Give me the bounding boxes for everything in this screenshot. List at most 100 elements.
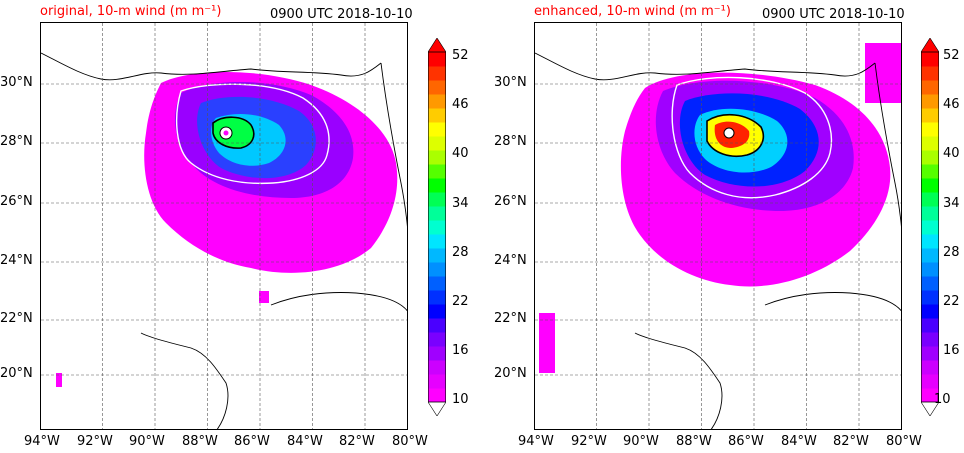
colorbar-segment: [428, 234, 446, 249]
lat-label: 28°N: [494, 134, 527, 149]
colorbar-segment: [428, 304, 446, 319]
lon-label: 88°W: [676, 434, 712, 449]
colorbar-segment: [428, 276, 446, 291]
colorbar-segment: [428, 206, 446, 221]
colorbar-segment: [428, 290, 446, 305]
colorbar-label: 46: [452, 97, 469, 112]
colorbar-label: 34: [452, 196, 469, 211]
colorbar: [428, 38, 446, 416]
lat-label: 26°N: [0, 194, 33, 209]
colorbar-segment: [921, 206, 939, 221]
colorbar-label: 22: [943, 294, 960, 309]
lon-label: 90°W: [623, 434, 659, 449]
colorbar-segment: [921, 290, 939, 305]
lon-label: 82°W: [833, 434, 869, 449]
wind-map: [40, 22, 408, 430]
colorbar-segment: [428, 94, 446, 109]
colorbar-label: 34: [943, 196, 960, 211]
colorbar-segment: [428, 248, 446, 263]
colorbar-segment: [428, 80, 446, 95]
colorbar-label: 16: [943, 343, 960, 358]
colorbar-segment: [921, 52, 939, 67]
colorbar-segment: [428, 374, 446, 389]
lon-label: 92°W: [77, 434, 113, 449]
lon-label: 92°W: [571, 434, 607, 449]
colorbar-segment: [428, 388, 446, 403]
panel-title-left: enhanced, 10-m wind (m m⁻¹): [534, 4, 731, 19]
colorbar-label: 10: [452, 392, 469, 407]
colorbar-segment: [921, 108, 939, 123]
colorbar-segment: [921, 304, 939, 319]
colorbar-segment: [428, 66, 446, 81]
lon-label: 90°W: [129, 434, 165, 449]
lon-label: 82°W: [339, 434, 375, 449]
lon-label: 94°W: [24, 434, 60, 449]
lat-label: 24°N: [494, 253, 527, 268]
colorbar-segment: [428, 136, 446, 151]
lat-label: 20°N: [0, 366, 33, 381]
gridlines: [535, 23, 901, 429]
colorbar-segment: [921, 178, 939, 193]
colorbar-segment: [428, 164, 446, 179]
colorbar-segment: [428, 192, 446, 207]
colorbar-segment: [921, 276, 939, 291]
lat-label: 26°N: [494, 194, 527, 209]
colorbar-segment: [921, 248, 939, 263]
colorbar-extend-min: [428, 401, 446, 416]
colorbar-frame: [428, 51, 446, 403]
colorbar-label: 52: [943, 48, 960, 63]
colorbar-segment: [921, 122, 939, 137]
lat-label: 24°N: [0, 253, 33, 268]
colorbar-label: 46: [943, 97, 960, 112]
lon-label: 86°W: [234, 434, 270, 449]
colorbar-segment: [921, 66, 939, 81]
right-panel: enhanced, 10-m wind (m m⁻¹) 0900 UTC 201…: [482, 0, 964, 453]
colorbar-label: 40: [943, 146, 960, 161]
wind-map: [534, 22, 902, 430]
lon-label: 80°W: [392, 434, 428, 449]
colorbar-label: 40: [452, 146, 469, 161]
lat-label: 30°N: [494, 75, 527, 90]
colorbar-extend-max: [428, 38, 446, 53]
colorbar-segment: [921, 220, 939, 235]
colorbar-segment: [921, 80, 939, 95]
lon-label: 80°W: [886, 434, 922, 449]
lat-label: 22°N: [0, 311, 33, 326]
colorbar-segment: [428, 318, 446, 333]
colorbar: [921, 38, 939, 416]
colorbar-label: 16: [452, 343, 469, 358]
lat-label: 20°N: [494, 366, 527, 381]
colorbar-segment: [428, 52, 446, 67]
colorbar-segment: [428, 178, 446, 193]
colorbar-segment: [921, 234, 939, 249]
colorbar-segment: [428, 332, 446, 347]
coastlines: [41, 52, 407, 429]
lat-label: 30°N: [0, 75, 33, 90]
colorbar-segment: [428, 220, 446, 235]
colorbar-segment: [428, 360, 446, 375]
colorbar-frame: [921, 51, 939, 403]
panel-title-right: 0900 UTC 2018-10-10: [270, 7, 413, 22]
lon-label: 88°W: [182, 434, 218, 449]
colorbar-segment: [921, 388, 939, 403]
colorbar-segment: [428, 150, 446, 165]
lat-label: 22°N: [494, 311, 527, 326]
colorbar-label: 28: [452, 245, 469, 260]
colorbar-segment: [921, 192, 939, 207]
colorbar-segment: [921, 318, 939, 333]
left-panel: original, 10-m wind (m m⁻¹) 0900 UTC 201…: [0, 4, 469, 449]
colorbar-segment: [921, 164, 939, 179]
colorbar-segment: [921, 360, 939, 375]
wind-field: [56, 71, 398, 387]
lon-label: 84°W: [287, 434, 323, 449]
colorbar-label: 52: [452, 48, 469, 63]
colorbar-label: 28: [943, 245, 960, 260]
colorbar-segment: [428, 262, 446, 277]
panel-title-right: 0900 UTC 2018-10-10: [762, 7, 905, 22]
lon-label: 94°W: [518, 434, 554, 449]
colorbar-segment: [921, 136, 939, 151]
colorbar-segment: [921, 374, 939, 389]
colorbar-segment: [921, 150, 939, 165]
colorbar-segment: [921, 94, 939, 109]
colorbar-segment: [921, 262, 939, 277]
